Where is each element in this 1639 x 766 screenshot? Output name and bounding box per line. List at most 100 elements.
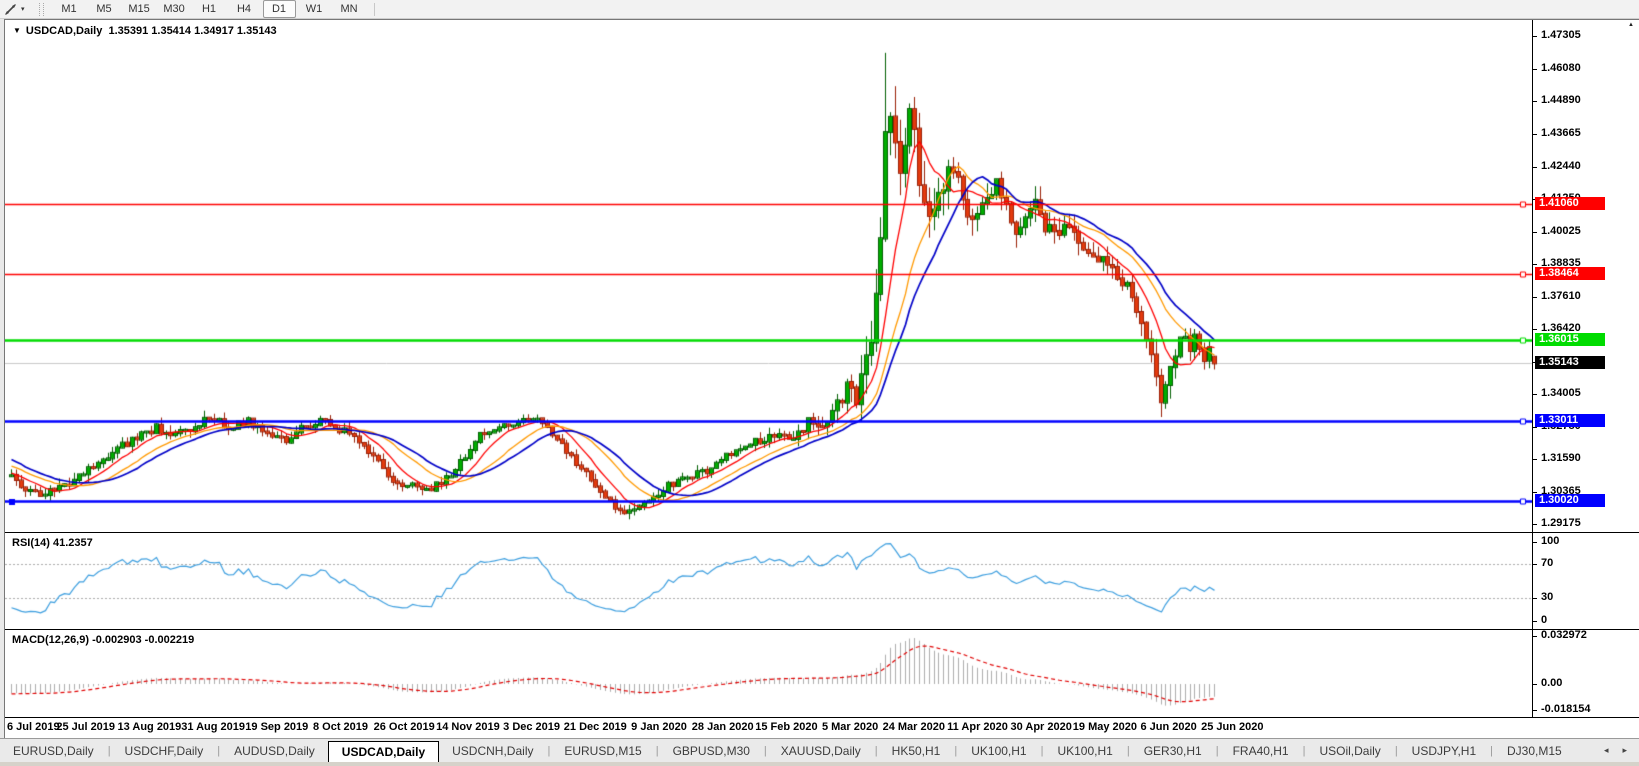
date-label: 8 Oct 2019 [312,721,369,733]
price-tick-label: 1.34005 [1541,387,1581,399]
tab-usdchf-daily[interactable]: USDCHF,Daily [124,744,204,758]
tab-usdcad-daily[interactable]: USDCAD,Daily [327,741,440,763]
price-tick-label: 1.29175 [1541,517,1581,530]
date-label: 13 Aug 2019 [117,721,182,733]
rsi-tick-label: 70 [1541,556,1554,569]
date-label: 25 Jul 2019 [56,721,116,733]
tab-eurusd-m15[interactable]: EURUSD,M15 [564,744,642,758]
price-tick-mark [1533,263,1537,265]
timeframe-toolbar: ▾ M1 M5 M15 M30 H1 H4 D1 W1 MN [0,0,1639,19]
price-tick-mark [1533,426,1537,428]
date-axis[interactable]: 6 Jul 2019 25 Jul 2019 13 Aug 2019 31 Aug 2… [5,718,1639,739]
macd-tick-mark [1533,684,1537,685]
tab-separator: | [874,744,878,757]
price-tick-mark [1533,329,1537,330]
macd-tick-label: 0.00 [1541,677,1563,689]
triangle-down-icon[interactable]: ▼ [13,26,21,35]
tab-separator: | [1215,744,1219,757]
level-price-badge: 1.38464 [1535,266,1605,280]
tab-uk100-h1[interactable]: UK100,H1 [1057,744,1113,758]
date-label: 28 Jan 2020 [691,721,754,733]
price-tick-label: 1.38835 [1541,256,1581,269]
price-tick-label: 1.46080 [1541,61,1581,74]
date-label: 21 Dec 2019 [563,721,627,733]
timeframe-button-m1[interactable]: M1 [61,3,77,15]
timeframe-button-mn[interactable]: MN [340,3,358,15]
price-tick-label: 1.40025 [1541,224,1581,237]
price-axis[interactable]: ▲ 1.47305 1.46080 1.44890 1.43665 1.42440 1.4… [1532,20,1639,718]
crosshair-chart-icon[interactable] [4,3,18,16]
rsi-tick-label: 100 [1541,535,1560,547]
tab-xauusd-daily[interactable]: XAUUSD,Daily [780,744,861,758]
tab-gbpusd-m30[interactable]: GBPUSD,M30 [672,744,750,758]
toolbar-grip-handle[interactable] [38,2,44,16]
timeframe-button-d1[interactable]: D1 [262,0,296,18]
panel-divider-gap [5,533,1532,534]
date-label: 15 Feb 2020 [755,721,818,733]
tab-fra40-h1[interactable]: FRA40,H1 [1232,744,1289,758]
date-label: 26 Oct 2019 [373,721,435,733]
chart-bottom-border [5,717,1532,718]
timeframe-button-m30[interactable]: M30 [163,3,185,15]
macd-tick-mark [1533,710,1537,711]
tab-usoil-daily[interactable]: USOil,Daily [1319,744,1381,758]
date-label: 11 Apr 2020 [947,721,1008,733]
chevron-down-icon[interactable]: ▾ [21,6,25,13]
tab-separator: | [1126,744,1130,757]
tab-usdcnh-daily[interactable]: USDCNH,Daily [452,744,534,758]
timeframe-button-h1[interactable]: H1 [201,3,217,15]
rsi-tick-mark [1533,542,1537,543]
date-label: 25 Jun 2020 [1201,721,1264,733]
timeframe-button-m15[interactable]: M15 [128,3,150,15]
price-tick-label: 1.43665 [1541,126,1581,139]
price-tick-mark [1533,101,1537,102]
tab-usdjpy-h1[interactable]: USDJPY,H1 [1411,744,1477,758]
rsi-tick-mark [1533,563,1537,565]
price-tick-mark [1533,394,1537,395]
axis-divider [1533,532,1639,533]
price-tick-mark [1533,68,1537,70]
level-price-badge: 1.30020 [1535,494,1605,508]
date-label: 19 May 2020 [1072,721,1137,733]
tab-dj30-m15[interactable]: DJ30,M15 [1507,744,1562,758]
macd-tick-label: 0.032972 [1541,629,1587,641]
tab-uk100-h1[interactable]: UK100,H1 [971,744,1027,758]
price-chart-canvas[interactable] [5,21,1532,532]
macd-canvas[interactable] [5,631,1532,717]
tab-separator: | [217,744,221,757]
panel-divider-gap [5,630,1532,631]
tab-separator: | [1490,744,1494,757]
date-label: 24 Mar 2020 [882,721,945,733]
date-label: 9 Jan 2020 [631,721,687,733]
date-label: 6 Jun 2020 [1140,721,1197,733]
timeframe-button-w1[interactable]: W1 [305,3,323,15]
date-label: 5 Mar 2020 [821,721,879,733]
tab-audusd-daily[interactable]: AUDUSD,Daily [234,744,315,758]
tab-hk50-h1[interactable]: HK50,H1 [891,744,941,758]
rsi-canvas[interactable] [5,534,1532,629]
axis-divider [1533,717,1639,718]
tab-separator: | [107,744,111,757]
tab-separator: | [1394,744,1398,757]
chevron-left-icon[interactable]: ◂ [1603,745,1609,755]
date-label: 19 Sep 2019 [245,721,309,733]
date-label: 3 Dec 2019 [503,721,561,733]
price-tick-mark [1533,133,1537,135]
axis-divider [1533,629,1639,630]
chart-title: ▼ USDCAD,Daily 1.35391 1.35414 1.34917 1.… [13,25,277,37]
chart-ohlc-values: 1.35391 1.35414 1.34917 1.35143 [108,25,277,37]
panel-divider[interactable] [5,532,1532,533]
panel-divider[interactable] [5,629,1532,630]
tab-separator: | [763,744,767,757]
chevron-right-icon[interactable]: ▸ [1622,745,1627,755]
price-tick-label: 1.30365 [1541,484,1581,497]
rsi-tick-label: 30 [1541,590,1554,603]
macd-tick-label: -0.018154 [1541,703,1591,715]
macd-label: MACD(12,26,9) -0.002903 -0.002219 [12,634,195,646]
rsi-tick-label: 0 [1541,614,1548,626]
timeframe-button-h4[interactable]: H4 [236,3,252,15]
timeframe-button-m5[interactable]: M5 [96,3,112,15]
price-tick-mark [1533,296,1537,298]
tab-eurusd-daily[interactable]: EURUSD,Daily [13,744,94,758]
tab-ger30-h1[interactable]: GER30,H1 [1143,744,1202,758]
